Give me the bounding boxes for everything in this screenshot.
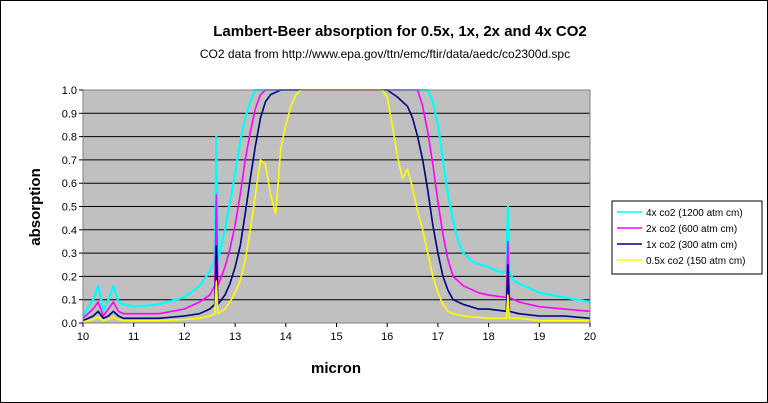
x-tick-label: 16 [381, 331, 393, 343]
y-tick-label: 0.6 [62, 178, 77, 190]
y-tick-label: 0.5 [62, 202, 77, 214]
x-tick-label: 14 [280, 331, 292, 343]
y-tick-label: 0.2 [62, 271, 77, 283]
chart-title: Lambert-Beer absorption for 0.5x, 1x, 2x… [213, 23, 586, 40]
x-tick-label: 17 [432, 331, 444, 343]
x-tick-label: 20 [584, 331, 596, 343]
x-tick-label: 19 [533, 331, 545, 343]
x-tick-label: 15 [330, 331, 342, 343]
data-series [83, 89, 590, 323]
y-axis-ticks: 0.0 0.1 0.2 0.3 0.4 0.5 0.6 0.7 0.8 0.9 1.0 [62, 85, 83, 330]
x-tick-label: 11 [128, 331, 139, 343]
series-line-1 [83, 89, 590, 317]
y-tick-label: 0.0 [62, 318, 77, 330]
y-tick-label: 0.9 [62, 108, 77, 120]
y-tick-label: 0.3 [62, 248, 77, 260]
x-tick-label: 13 [229, 331, 241, 343]
x-tick-label: 10 [77, 331, 89, 343]
legend-box [611, 200, 763, 275]
x-axis-ticks: 10 11 12 13 14 15 16 17 18 19 20 [77, 323, 596, 343]
x-tick-label: 12 [178, 331, 190, 343]
series-line-4 [83, 89, 590, 323]
legend-entry-1: 4x co2 (1200 atm cm) [646, 208, 743, 219]
y-tick-label: 1.0 [62, 85, 77, 97]
legend-entry-2: 2x co2 (600 atm cm) [646, 224, 737, 235]
legend: 4x co2 (1200 atm cm) 2x co2 (600 atm cm) 1… [617, 208, 745, 267]
y-tick-label: 0.1 [62, 295, 77, 307]
chart-subtitle: CO2 data from http://www.epa.gov/ttn/emc… [200, 47, 570, 61]
y-tick-label: 0.8 [62, 132, 77, 144]
x-axis-label: micron [311, 360, 361, 377]
series-line-2 [83, 89, 590, 319]
y-axis-label: absorption [27, 168, 44, 246]
y-tick-label: 0.4 [62, 225, 77, 237]
y-tick-label: 0.7 [62, 155, 77, 167]
x-tick-label: 18 [482, 331, 494, 343]
series-line-3 [83, 89, 590, 322]
legend-entry-3: 1x co2 (300 atm cm) [646, 240, 737, 251]
legend-entry-4: 0.5x co2 (150 atm cm) [646, 256, 745, 267]
